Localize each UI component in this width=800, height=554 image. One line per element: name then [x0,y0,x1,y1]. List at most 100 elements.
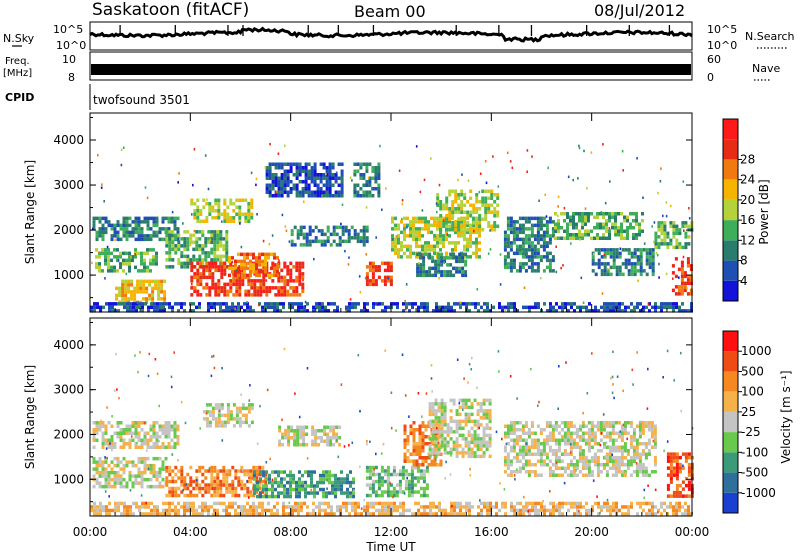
power-cell [671,271,675,275]
power-cell [503,244,507,249]
velocity-cell [602,435,606,439]
power-cell [211,209,215,213]
power-cell [459,302,462,306]
power-cbar-label-0: 4 [740,274,748,288]
power-cell [441,309,444,313]
velocity-cell [161,484,165,489]
power-cell [202,265,206,269]
power-cell [347,236,351,240]
velocity-cell [530,470,534,474]
power-cell [256,286,260,290]
power-cell [238,289,242,294]
power-cell [199,282,203,287]
power-cell [299,243,303,247]
velocity-cell [593,435,597,439]
velocity-cell [506,431,510,435]
power-cell [487,203,491,207]
power-cell [307,169,311,173]
velocity-cell [488,433,492,438]
velocity-cell [455,444,459,448]
power-cell [193,216,197,220]
power-cell [509,216,513,221]
velocity-cell [482,412,486,417]
power-colorbar-swatch-8 [723,119,738,140]
velocity-cell [503,463,507,467]
power-cell [168,247,172,252]
power-cell [235,286,239,290]
velocity-cell [421,438,425,442]
power-cell [409,244,412,249]
power-cell [283,286,287,290]
velocity-cell [404,472,408,477]
power-cell [597,258,601,263]
velocity-cell [171,508,174,513]
power-cell [259,282,263,287]
velocity-cell [416,476,420,480]
velocity-cell [168,472,172,477]
power-cell [415,216,418,221]
velocity-cell [256,487,259,492]
power-cell [521,248,525,252]
power-cell [265,166,269,170]
power-cell [451,203,455,207]
velocity-cell [467,412,471,417]
velocity-cell [244,406,248,411]
power-cell [509,241,513,245]
velocity-cell [470,451,474,455]
power-cell [484,217,488,221]
power-cell [663,302,666,306]
power-cell [409,248,412,252]
velocity-cell [259,477,262,481]
velocity-cell [138,505,141,509]
velocity-cell [650,421,654,425]
velocity-cell [473,423,477,427]
power-cell [217,282,221,287]
power-cell [295,187,299,191]
power-cell [193,202,197,206]
velocity-cell [464,444,468,448]
power-cell [238,282,242,287]
power-cell [183,302,186,306]
power-cell [301,190,305,194]
power-cell [273,252,276,257]
power-cell [439,200,443,204]
velocity-cell [623,421,627,425]
power-cell [487,196,491,200]
power-cell [333,309,336,313]
power-speckle [344,249,346,253]
power-cell [122,234,126,238]
power-cell [490,210,494,214]
power-cell [214,268,218,273]
power-speckle [351,179,353,182]
power-cell [503,237,507,242]
power-cell [201,230,205,234]
power-cell [427,241,430,245]
power-cell [104,262,107,266]
power-cell [483,302,486,306]
power-cell [308,229,312,233]
power-cell [325,194,329,198]
power-cell [503,230,507,235]
power-cell [509,220,513,224]
velocity-cell [551,435,555,439]
power-cell [207,240,211,245]
velocity-cell [268,494,271,499]
velocity-cell [237,469,241,473]
velocity-cell [488,416,492,420]
velocity-cell [681,494,685,498]
velocity-cell [293,432,297,436]
velocity-cell [201,479,205,484]
velocity-cell [455,454,459,459]
power-cell [143,258,146,263]
power-cell [205,275,209,280]
velocity-cell [434,419,438,424]
velocity-cell [437,409,441,413]
power-cell [146,248,149,252]
power-cell [448,210,452,214]
power-cell [328,194,332,198]
power-cell [409,227,412,231]
power-cell [594,272,598,277]
power-cell [684,242,688,246]
power-cell [280,180,284,184]
